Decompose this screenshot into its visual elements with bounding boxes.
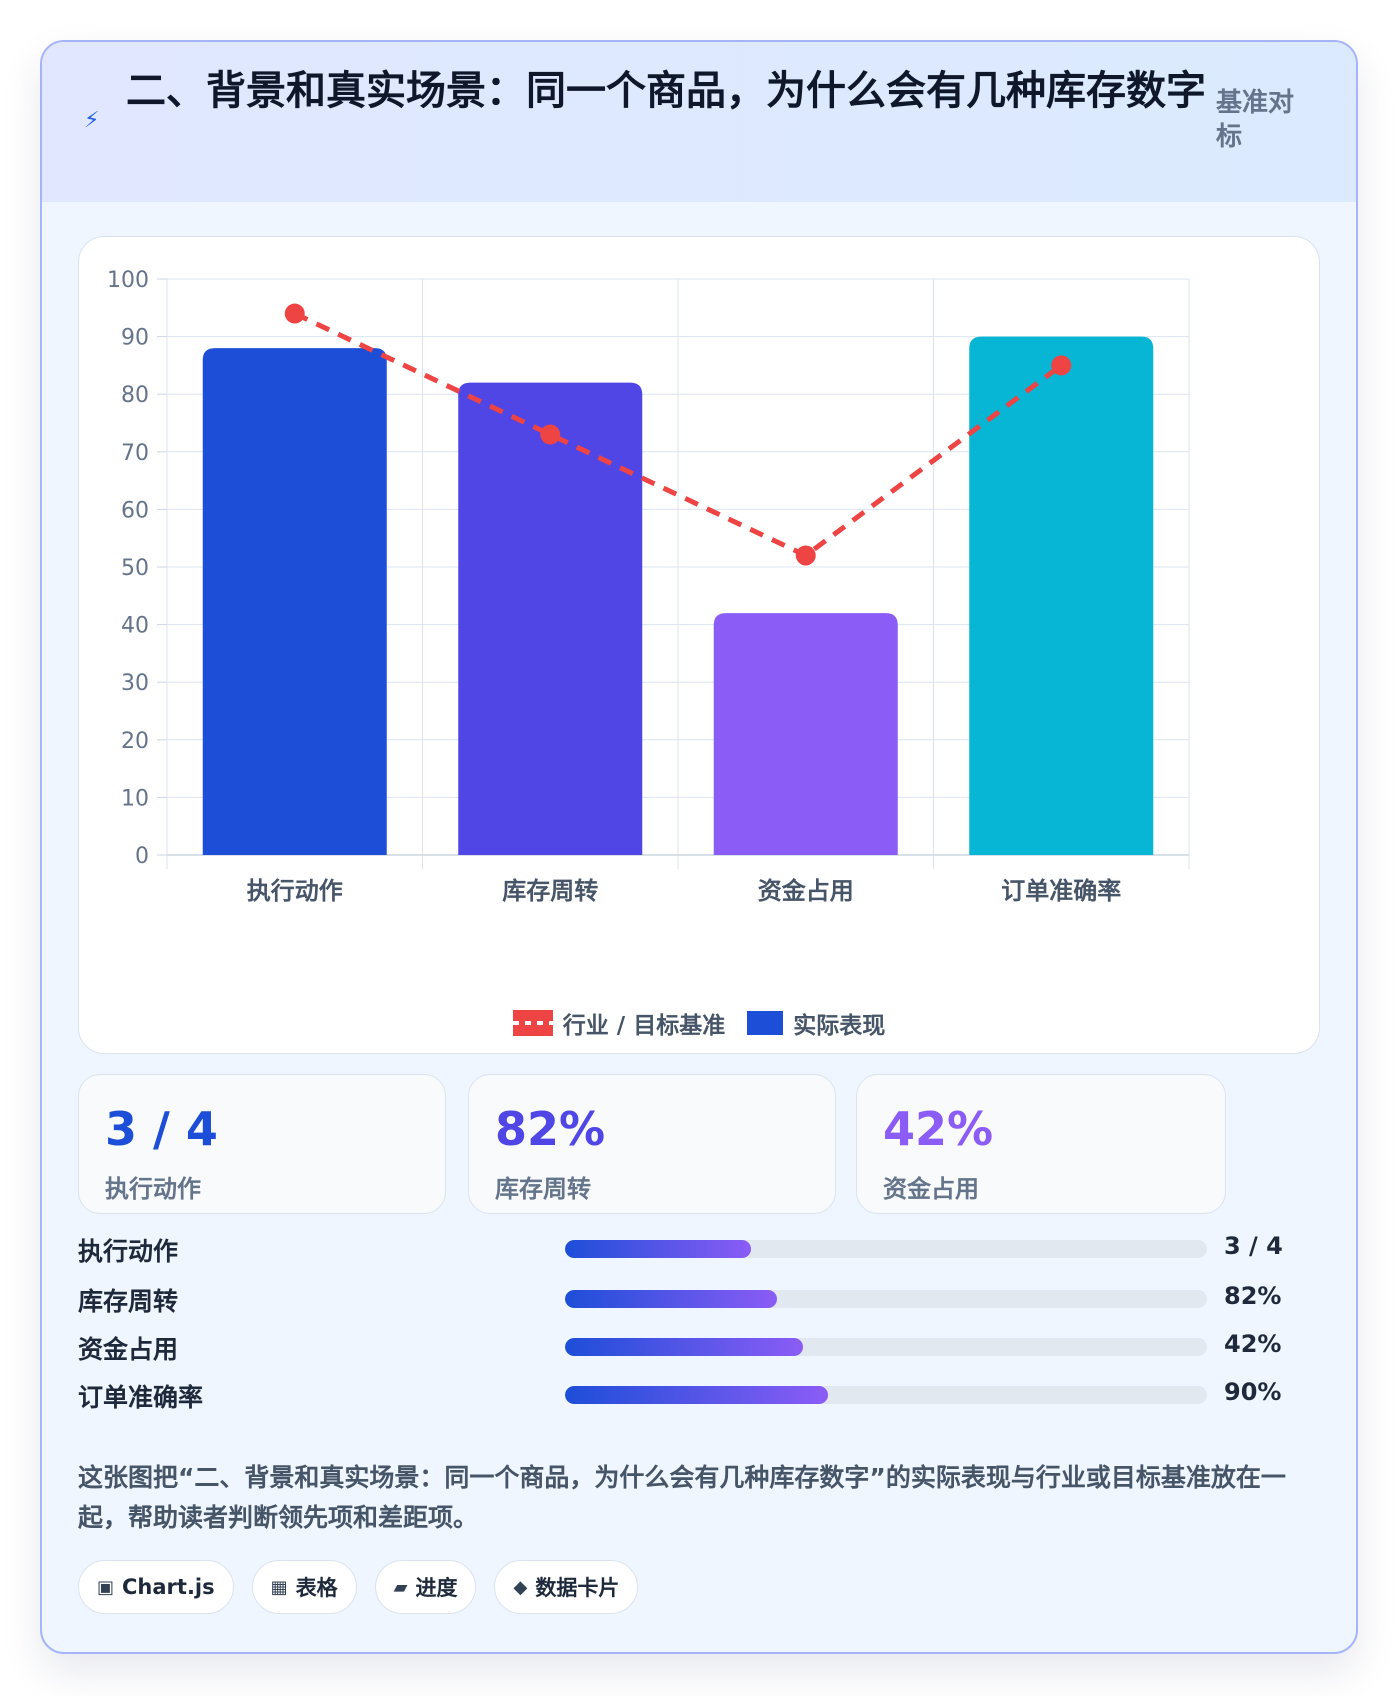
chart-icon: ▣ bbox=[97, 1576, 115, 1598]
legend-item-benchmark[interactable]: 行业 / 目标基准 bbox=[512, 1006, 726, 1040]
progress-row-execution: 执行动作 3 / 4 bbox=[78, 1228, 1320, 1268]
benchmark-line bbox=[293, 311, 1063, 559]
benchmark-card: ⚡ 二、背景和真实场景：同一个商品，为什么会有几种库存数字 基准对标 0 10 20… bbox=[40, 40, 1358, 1654]
progress-label: 库存周转 bbox=[78, 1287, 179, 1316]
chart-description: 这张图把“二、背景和真实场景：同一个商品，为什么会有几种库存数字”的实际表现与行… bbox=[78, 1463, 1286, 1532]
progress-label: 资金占用 bbox=[78, 1335, 179, 1364]
y-tick-label: 20 bbox=[121, 729, 149, 754]
x-tick-label: 订单准确率 bbox=[1001, 877, 1121, 905]
progress-fill bbox=[565, 1386, 829, 1404]
y-tick-label: 90 bbox=[121, 326, 149, 351]
bar-1 bbox=[202, 348, 387, 855]
benchmark-point-4 bbox=[1051, 355, 1072, 376]
progress-track bbox=[565, 1290, 1207, 1308]
chip-progress[interactable]: ▰ 进度 bbox=[374, 1560, 477, 1614]
y-tick-label: 0 bbox=[135, 844, 149, 869]
stat-card-execution: 3 / 4 执行动作 bbox=[78, 1074, 446, 1214]
chip-label: 数据卡片 bbox=[535, 1576, 620, 1600]
chip-data-card[interactable]: ◆ 数据卡片 bbox=[494, 1560, 639, 1614]
bar-3 bbox=[713, 613, 898, 855]
benchmark-point-3 bbox=[795, 545, 816, 566]
progress-track bbox=[565, 1338, 1207, 1356]
x-tick-label: 执行动作 bbox=[247, 877, 343, 905]
y-tick-label: 70 bbox=[121, 441, 149, 466]
y-tick-label: 10 bbox=[121, 786, 149, 811]
progress-fill bbox=[565, 1290, 777, 1308]
stat-label: 库存周转 bbox=[495, 1175, 591, 1203]
y-tick-label: 80 bbox=[121, 383, 149, 408]
progress-row-turnover: 库存周转 82% bbox=[78, 1278, 1320, 1318]
progress-value: 3 / 4 bbox=[1224, 1232, 1283, 1260]
lightning-icon: ⚡ bbox=[84, 108, 100, 133]
progress-row-capital: 资金占用 42% bbox=[78, 1326, 1320, 1366]
benchmark-point-1 bbox=[284, 303, 305, 324]
legend-item-actual[interactable]: 实际表现 bbox=[747, 1006, 885, 1040]
card-title: 二、背景和真实场景：同一个商品，为什么会有几种库存数字 bbox=[126, 68, 1206, 114]
progress-value: 42% bbox=[1224, 1330, 1282, 1358]
legend-label-actual: 实际表现 bbox=[793, 1013, 886, 1039]
progress-value: 82% bbox=[1224, 1282, 1282, 1310]
chip-label: 表格 bbox=[295, 1576, 338, 1600]
progress-label: 执行动作 bbox=[78, 1237, 179, 1266]
stat-label: 执行动作 bbox=[105, 1175, 201, 1203]
stat-value: 3 / 4 bbox=[105, 1102, 218, 1156]
benchmark-point-2 bbox=[540, 424, 561, 445]
progress-icon: ▰ bbox=[393, 1576, 408, 1598]
legend-swatch-benchmark bbox=[512, 1010, 553, 1036]
progress-fill bbox=[565, 1338, 803, 1356]
stat-value: 42% bbox=[883, 1102, 994, 1156]
chip-label: Chart.js bbox=[122, 1575, 215, 1599]
chip-table[interactable]: ▦ 表格 bbox=[251, 1560, 357, 1614]
y-tick-label: 30 bbox=[121, 671, 149, 696]
stat-card-turnover: 82% 库存周转 bbox=[468, 1074, 836, 1214]
bar-4 bbox=[969, 336, 1154, 856]
progress-track bbox=[565, 1386, 1207, 1404]
chip-chartjs[interactable]: ▣ Chart.js bbox=[78, 1560, 234, 1614]
y-tick-label: 50 bbox=[121, 556, 149, 581]
card-header: ⚡ 二、背景和真实场景：同一个商品，为什么会有几种库存数字 基准对标 bbox=[42, 42, 1356, 202]
benchmark-chart: 0 10 20 30 40 50 60 70 80 90 100 执行动作 库存周转 资金占用 订单准确率 bbox=[107, 268, 1190, 905]
progress-fill bbox=[565, 1240, 752, 1258]
y-tick-label: 60 bbox=[121, 498, 149, 523]
feature-chips: ▣ Chart.js ▦ 表格 ▰ 进度 ◆ 数据卡片 bbox=[78, 1560, 639, 1614]
chart-panel: 0 10 20 30 40 50 60 70 80 90 100 执行动作 库存周转 资金占用 订单准确率 … bbox=[78, 236, 1320, 1054]
x-tick-label: 库存周转 bbox=[502, 877, 598, 905]
stat-card-capital: 42% 资金占用 bbox=[856, 1074, 1226, 1214]
progress-value: 90% bbox=[1224, 1378, 1282, 1406]
benchmark-badge: 基准对标 bbox=[1216, 88, 1295, 152]
y-tick-label: 100 bbox=[107, 268, 149, 293]
progress-track bbox=[565, 1240, 1207, 1258]
progress-label: 订单准确率 bbox=[78, 1383, 204, 1412]
progress-row-accuracy: 订单准确率 90% bbox=[78, 1374, 1320, 1414]
legend-label-benchmark: 行业 / 目标基准 bbox=[562, 1013, 726, 1039]
x-tick-label: 资金占用 bbox=[758, 877, 854, 905]
bar-2 bbox=[458, 382, 643, 855]
chart-legend: 行业 / 目标基准 实际表现 bbox=[79, 1003, 1319, 1043]
y-tick-label: 40 bbox=[121, 614, 149, 639]
table-icon: ▦ bbox=[270, 1576, 288, 1598]
chip-label: 进度 bbox=[415, 1576, 458, 1600]
legend-swatch-actual bbox=[747, 1011, 784, 1035]
diamond-icon: ◆ bbox=[513, 1576, 528, 1598]
stat-value: 82% bbox=[495, 1102, 606, 1156]
stat-label: 资金占用 bbox=[883, 1175, 979, 1203]
